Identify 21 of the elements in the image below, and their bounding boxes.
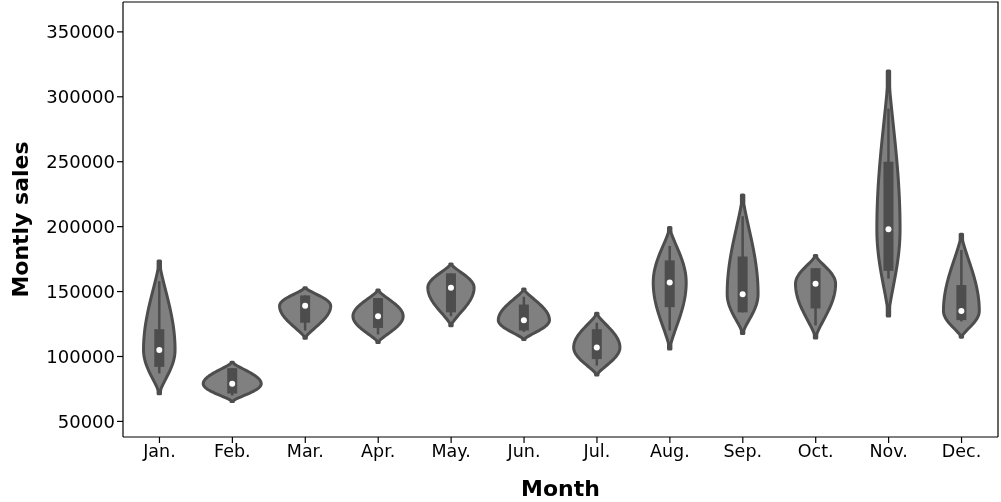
y-tick-label: 150000 — [46, 280, 115, 302]
x-tick-label: Sep. — [723, 441, 763, 462]
x-axis-title: Month — [521, 476, 600, 501]
y-tick-label: 300000 — [46, 86, 115, 108]
y-tick-label: 250000 — [46, 151, 115, 173]
x-tick-label: Jul. — [582, 441, 611, 462]
y-axis-title: Montly sales — [7, 141, 33, 298]
x-tick-label: May. — [431, 441, 471, 462]
x-tick-label: Dec. — [941, 441, 982, 462]
y-tick-label: 200000 — [46, 216, 115, 238]
y-tick-label: 350000 — [46, 21, 115, 43]
y-tick-label: 100000 — [46, 345, 115, 367]
x-tick-label: Apr. — [361, 441, 396, 462]
x-tick-label: Jan. — [142, 441, 176, 462]
x-tick-label: Jun. — [506, 441, 541, 462]
x-tick-label: Mar. — [286, 441, 324, 462]
x-tick-label: Oct. — [797, 441, 834, 462]
y-tick-label: 50000 — [57, 410, 115, 432]
x-tick-label: Feb. — [214, 441, 251, 462]
x-tick-label: Nov. — [869, 441, 908, 462]
x-tick-label: Aug. — [650, 441, 690, 462]
